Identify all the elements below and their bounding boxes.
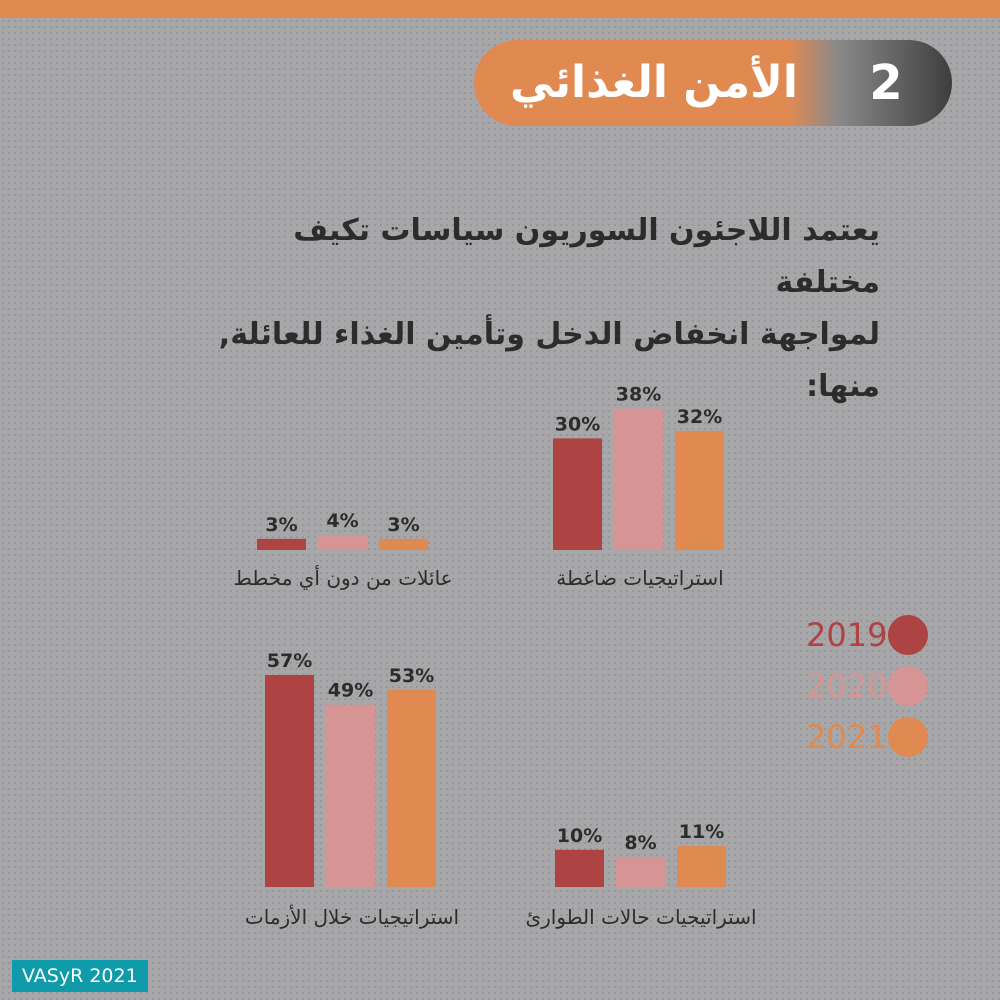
- bar-emergency-strategies-2020: [616, 857, 665, 887]
- category-label-crisis-strategies: استراتيجيات خلال الأزمات: [245, 905, 459, 929]
- bar-compressed-strategies-2020: [614, 408, 663, 550]
- value-label-no-plan-families-2019: 3%: [265, 514, 297, 536]
- section-header-banner: [474, 40, 952, 126]
- legend-label-2020: 2020: [806, 667, 888, 705]
- value-label-emergency-strategies-2019: 10%: [557, 825, 602, 847]
- value-label-no-plan-families-2020: 4%: [326, 510, 358, 532]
- legend-swatch-2019: [888, 615, 928, 655]
- category-label-no-plan-families: عائلات من دون أي مخطط: [233, 565, 452, 591]
- bar-crisis-strategies-2019: [265, 674, 314, 887]
- bar-emergency-strategies-2019: [555, 849, 604, 887]
- value-label-no-plan-families-2021: 3%: [387, 514, 419, 536]
- section-title: الأمن الغذائي: [510, 57, 798, 108]
- bar-compressed-strategies-2021: [675, 430, 724, 550]
- intro-line-2: لمواجهة انخفاض الدخل وتأمين الغذاء للعائ…: [218, 317, 880, 404]
- value-label-compressed-strategies-2021: 32%: [677, 406, 722, 428]
- legend-item-2021: 2021: [790, 714, 940, 760]
- section-number: 2: [869, 55, 903, 111]
- value-label-crisis-strategies-2021: 53%: [389, 665, 434, 687]
- source-badge: VASyR 2021: [12, 960, 148, 992]
- category-label-compressed-strategies: استراتيجيات ضاغطة: [556, 566, 723, 590]
- bar-compressed-strategies-2019: [553, 438, 602, 550]
- bar-no-plan-families-2021: [379, 538, 428, 550]
- bar-no-plan-families-2019: [257, 538, 306, 550]
- bar-emergency-strategies-2021: [677, 846, 726, 887]
- value-label-compressed-strategies-2020: 38%: [616, 384, 661, 406]
- intro-text: يعتمد اللاجئون السوريون سياسات تكيف مختل…: [180, 205, 880, 413]
- chart-no-plan-families: 3% 4% 3% عائلات من دون أي مخطط: [233, 510, 452, 591]
- chart-emergency-strategies: 10% 8% 11% استراتيجيات حالات الطوارئ: [525, 821, 756, 929]
- legend-label-2019: 2019: [806, 616, 888, 654]
- value-label-compressed-strategies-2019: 30%: [555, 413, 600, 435]
- legend-swatch-2021: [888, 717, 928, 757]
- intro-line-1: يعتمد اللاجئون السوريون سياسات تكيف مختل…: [293, 213, 880, 300]
- bar-crisis-strategies-2021: [387, 689, 436, 887]
- legend-item-2020: 2020: [790, 663, 940, 709]
- value-label-emergency-strategies-2020: 8%: [624, 832, 656, 854]
- bar-crisis-strategies-2020: [326, 704, 375, 887]
- value-label-crisis-strategies-2019: 57%: [267, 650, 312, 672]
- chart-crisis-strategies: 57% 49% 53% استراتيجيات خلال الأزمات: [245, 650, 459, 929]
- bar-no-plan-families-2020: [318, 535, 367, 550]
- legend-swatch-2020: [888, 666, 928, 706]
- category-label-emergency-strategies: استراتيجيات حالات الطوارئ: [525, 905, 756, 929]
- chart-compressed-strategies: 30% 38% 32% استراتيجيات ضاغطة: [553, 384, 724, 590]
- legend-label-2021: 2021: [806, 718, 888, 756]
- value-label-emergency-strategies-2021: 11%: [679, 821, 724, 843]
- value-label-crisis-strategies-2020: 49%: [328, 680, 373, 702]
- top-accent-strip: [0, 0, 1000, 18]
- legend-item-2019: 2019: [790, 612, 940, 658]
